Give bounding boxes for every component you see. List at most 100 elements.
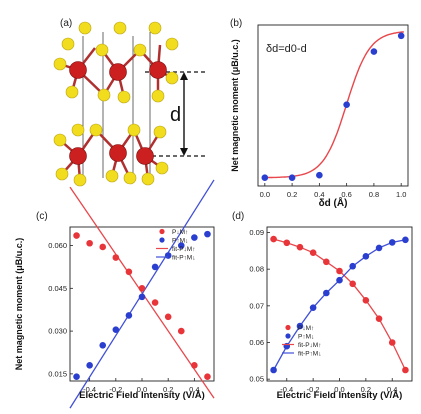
sulfur-atom <box>153 125 167 139</box>
y-tick-label: 0.05 <box>249 375 264 384</box>
sulfur-atom <box>113 21 127 35</box>
data-point <box>270 235 277 243</box>
plot-frame <box>257 24 409 187</box>
data-point <box>151 299 159 306</box>
data-point <box>204 230 211 238</box>
sulfur-atom <box>95 43 109 57</box>
data-point <box>288 174 296 182</box>
metal-atom <box>109 63 127 81</box>
data-point <box>323 289 330 297</box>
data-point <box>164 252 172 259</box>
data-point <box>375 315 383 322</box>
x-axis-label: Electric Field Intensity (V/Å) <box>277 390 403 401</box>
legend-text: P↑M↓ <box>298 334 314 341</box>
data-point <box>177 242 185 249</box>
legend-text: fit-P↑M↓ <box>298 351 321 358</box>
data-point <box>151 263 159 271</box>
sulfur-atom <box>97 88 111 102</box>
data-point <box>402 236 409 244</box>
legend-text: P↓M↑ <box>172 229 188 236</box>
panel-d-chart: (d) -0.4 -0.2 0.0 0.2 0.4 0.05 0.06 0.07 0.08 0.09… <box>232 211 413 401</box>
x-tick-label: 0.0 <box>334 385 344 394</box>
fit-curve <box>273 238 406 371</box>
data-point <box>191 362 198 369</box>
data-point <box>349 280 356 288</box>
sulfur-atom <box>78 21 92 35</box>
data-point <box>309 304 317 311</box>
legend-text: P↑M↓ <box>172 238 188 245</box>
panel-label: (d) <box>232 211 244 222</box>
atoms <box>53 21 179 187</box>
metal-atom <box>136 147 154 165</box>
legend-text: fit-P↓M↑ <box>172 246 195 253</box>
sulfur-atom <box>105 169 119 183</box>
sulfur-atom <box>89 123 103 137</box>
x-axis-label: δd (Å) <box>319 196 348 209</box>
sulfur-atom <box>73 173 87 187</box>
data-point <box>138 285 146 292</box>
data-point <box>283 239 291 247</box>
legend-marker <box>285 333 291 339</box>
data-point <box>191 234 198 241</box>
data-point <box>261 174 269 182</box>
sulfur-atom <box>148 21 162 35</box>
data-point <box>309 249 317 256</box>
y-tick-label: 0.060 <box>48 241 67 250</box>
sulfur-atom <box>155 161 169 175</box>
y-tick-label: 0.08 <box>249 265 264 274</box>
data-point <box>388 339 396 346</box>
metal-atom <box>69 147 87 165</box>
data-point <box>336 276 343 284</box>
sulfur-atom <box>151 89 165 103</box>
fit-curve <box>262 31 404 179</box>
panel-label: (c) <box>36 211 48 222</box>
panel-b-chart: (b) δd=d0-d 0.0 0.2 0.4 0.6 0.8 1.0 δd (Å) Net ma… <box>230 18 409 209</box>
data-point <box>336 267 343 275</box>
data-point <box>86 362 93 369</box>
sulfur-atom <box>133 43 147 57</box>
x-tick-label: 1.0 <box>396 190 406 199</box>
x-tick-label: -0.2 <box>307 385 320 394</box>
panel-a-structure: (a) d <box>53 18 205 187</box>
d-arrow-down-head <box>180 148 188 156</box>
y-tick-label: 0.09 <box>249 228 264 237</box>
x-tick-label: -0.2 <box>109 385 122 394</box>
data-point <box>125 268 133 276</box>
x-tick-label: 0.0 <box>137 385 147 394</box>
data-point <box>343 101 350 108</box>
legend-marker <box>159 228 165 235</box>
y-tick-label: 0.045 <box>48 284 67 293</box>
sulfur-atom <box>141 172 155 186</box>
plots: (b) δd=d0-d 0.0 0.2 0.4 0.6 0.8 1.0 δd (Å) Net ma… <box>14 18 413 409</box>
panel-b-label: (b) <box>230 18 242 29</box>
data-point <box>73 232 80 239</box>
data-point <box>283 342 291 350</box>
metal-atom <box>109 144 127 162</box>
d-arrow-up-head <box>180 72 188 80</box>
y-tick-label: 0.06 <box>249 338 264 347</box>
sulfur-atom <box>61 37 75 51</box>
y-axis-label: Net magnetic moment (μB/u.c.) <box>14 238 24 371</box>
legend-text: P↓M↑ <box>298 325 314 332</box>
y-tick-label: 0.07 <box>249 301 264 310</box>
x-tick-label: 0.2 <box>361 385 371 394</box>
data-point <box>86 239 93 247</box>
legend-text: fit-P↑M↓ <box>172 255 195 262</box>
data-point <box>370 48 378 55</box>
fit-curve <box>273 239 406 371</box>
x-tick-label: -0.4 <box>83 385 96 394</box>
x-tick-label: 0.4 <box>189 385 199 394</box>
data-point <box>270 366 277 374</box>
data-point <box>177 327 185 335</box>
legend: P↓M↑ P↑M↓fit-P↓M↑ fit-P↑M↓ <box>282 324 321 358</box>
plot-frame <box>266 226 413 382</box>
x-tick-label: 0.2 <box>163 385 173 394</box>
d-label: d <box>170 104 181 126</box>
x-tick-label: 0.0 <box>260 190 270 199</box>
data-point <box>112 326 120 333</box>
x-tick-label: 0.4 <box>387 385 397 394</box>
data-point <box>204 373 211 381</box>
sulfur-atom <box>53 133 67 147</box>
y-axis-label: Net magnetic moment (μB/u.c.) <box>230 39 240 172</box>
